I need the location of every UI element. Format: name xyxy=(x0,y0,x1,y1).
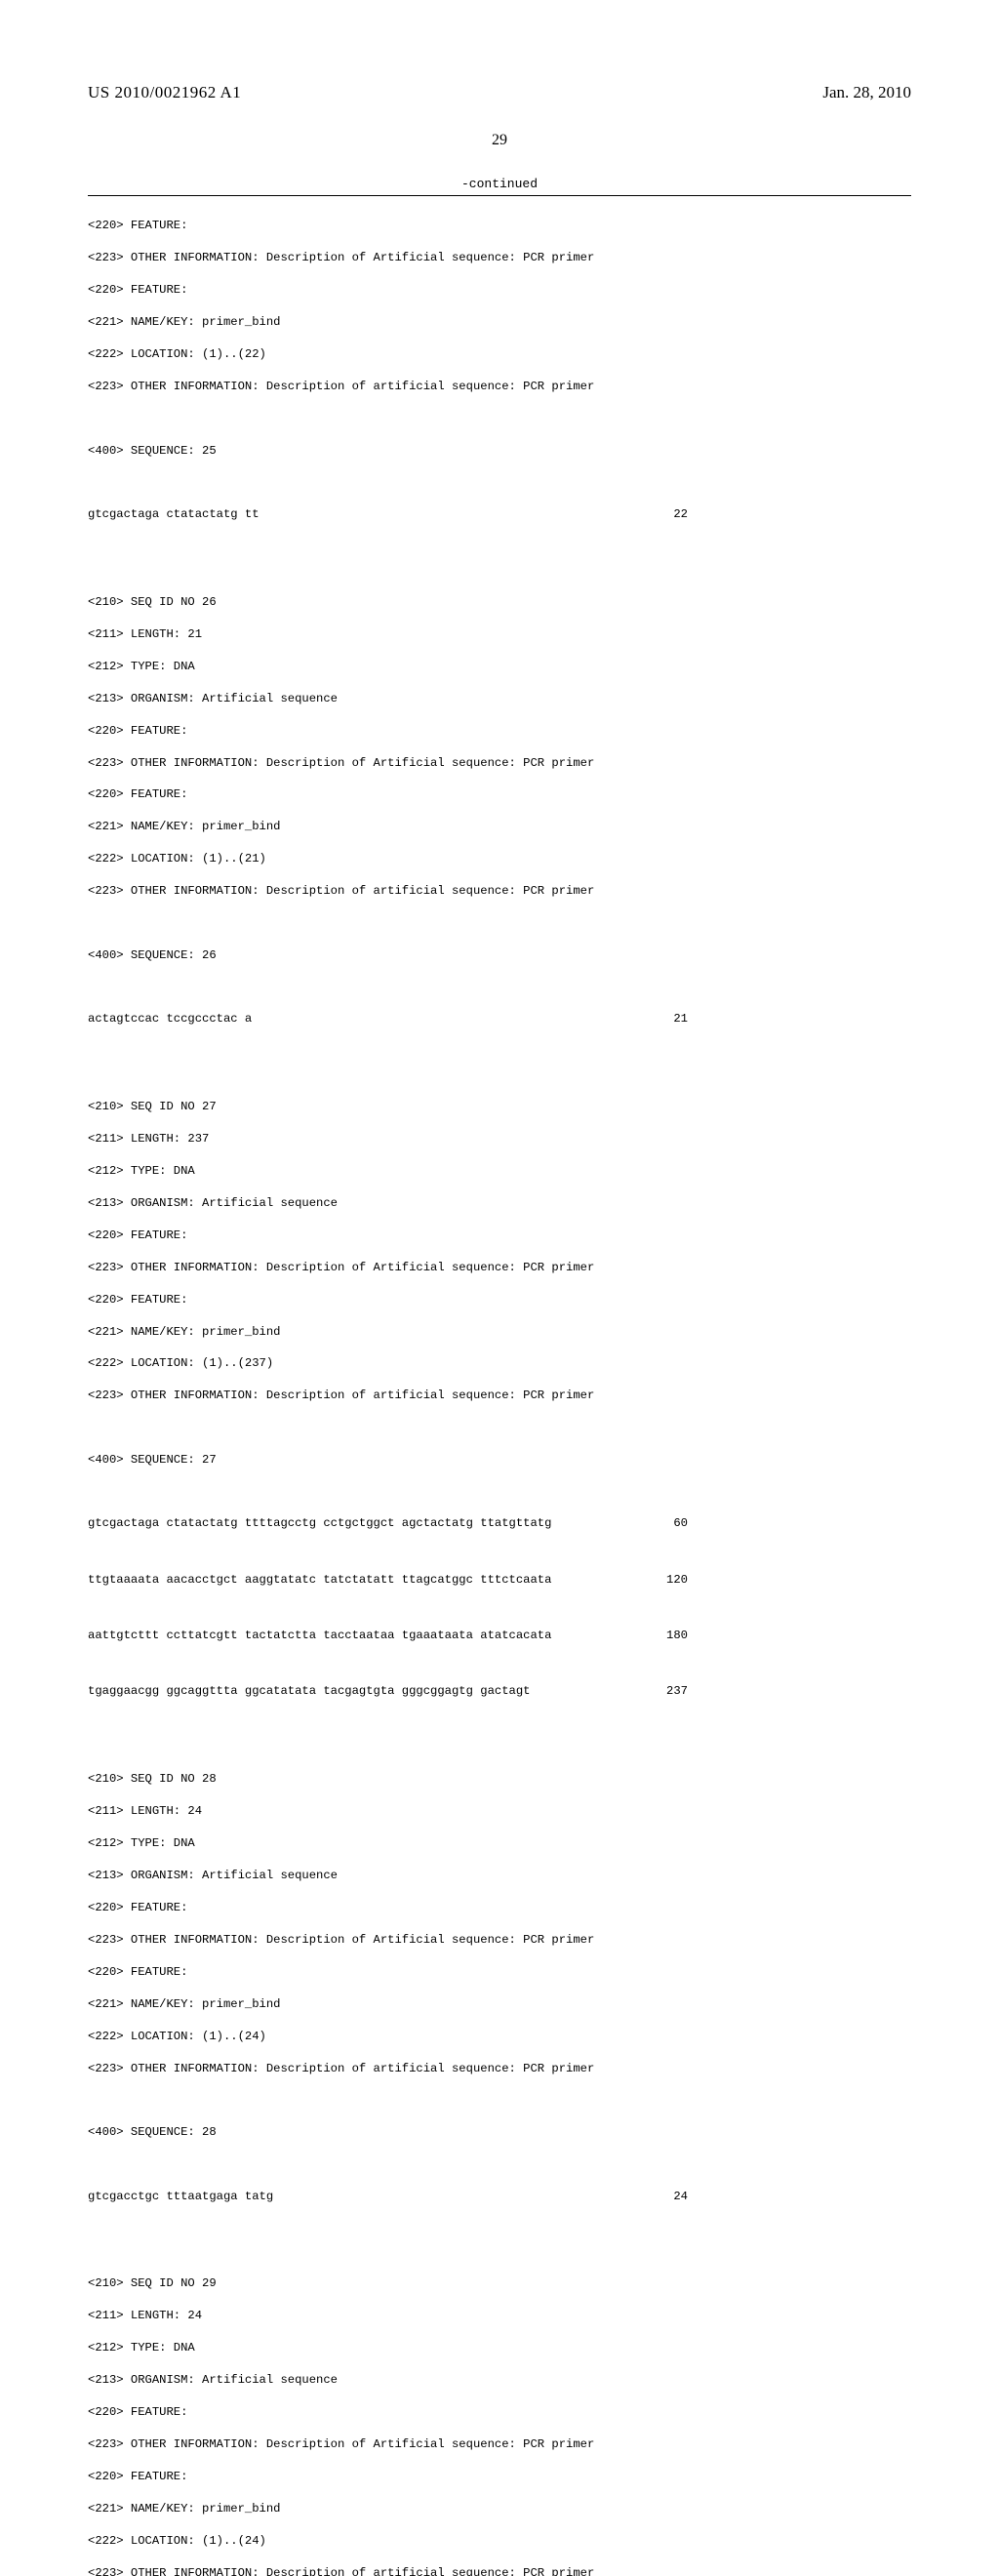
meta-line: <211> LENGTH: 24 xyxy=(88,1803,911,1819)
meta-line: <220> FEATURE: xyxy=(88,218,911,233)
sequence-text: ttgtaaaata aacacctgct aaggtatatc tatctat… xyxy=(88,1572,551,1588)
sequence-position: 120 xyxy=(649,1572,688,1588)
sequence-text: gtcgactaga ctatactatg tt xyxy=(88,506,260,522)
sequence-row: gtcgacctgc tttaatgaga tatg 24 xyxy=(88,2189,688,2204)
meta-line: <213> ORGANISM: Artificial sequence xyxy=(88,1195,911,1211)
meta-line: <220> FEATURE: xyxy=(88,2404,911,2420)
sequence-text: actagtccac tccgccctac a xyxy=(88,1011,252,1026)
meta-line: <212> TYPE: DNA xyxy=(88,659,911,674)
sequence-row: ttgtaaaata aacacctgct aaggtatatc tatctat… xyxy=(88,1572,688,1588)
meta-line: <222> LOCATION: (1)..(24) xyxy=(88,2029,911,2044)
sequence-label: <400> SEQUENCE: 27 xyxy=(88,1452,911,1468)
meta-line: <221> NAME/KEY: primer_bind xyxy=(88,2501,911,2516)
meta-line: <220> FEATURE: xyxy=(88,723,911,739)
meta-line: <213> ORGANISM: Artificial sequence xyxy=(88,2372,911,2388)
sequence-row: actagtccac tccgccctac a 21 xyxy=(88,1011,688,1026)
sequence-row: aattgtcttt ccttatcgtt tactatctta tacctaa… xyxy=(88,1628,688,1643)
publication-date: Jan. 28, 2010 xyxy=(822,83,911,102)
meta-line: <210> SEQ ID NO 26 xyxy=(88,594,911,610)
meta-line: <220> FEATURE: xyxy=(88,1292,911,1308)
sequence-label: <400> SEQUENCE: 26 xyxy=(88,947,911,963)
sequence-label: <400> SEQUENCE: 28 xyxy=(88,2124,911,2140)
sequence-position: 22 xyxy=(649,506,688,522)
meta-line: <220> FEATURE: xyxy=(88,1964,911,1980)
meta-line: <212> TYPE: DNA xyxy=(88,2340,911,2355)
page-header: US 2010/0021962 A1 Jan. 28, 2010 xyxy=(0,0,999,110)
meta-line: <213> ORGANISM: Artificial sequence xyxy=(88,691,911,706)
meta-line: <220> FEATURE: xyxy=(88,1900,911,1915)
meta-line: <223> OTHER INFORMATION: Description of … xyxy=(88,379,911,394)
meta-line: <223> OTHER INFORMATION: Description of … xyxy=(88,1260,911,1275)
meta-line: <223> OTHER INFORMATION: Description of … xyxy=(88,250,911,265)
sequence-row: gtcgactaga ctatactatg ttttagcctg cctgctg… xyxy=(88,1515,688,1531)
meta-line: <222> LOCATION: (1)..(24) xyxy=(88,2533,911,2549)
meta-line: <212> TYPE: DNA xyxy=(88,1163,911,1179)
sequence-text: gtcgacctgc tttaatgaga tatg xyxy=(88,2189,273,2204)
meta-line: <222> LOCATION: (1)..(21) xyxy=(88,851,911,866)
meta-line: <223> OTHER INFORMATION: Description of … xyxy=(88,2565,911,2576)
meta-line: <220> FEATURE: xyxy=(88,282,911,298)
sequence-text: gtcgactaga ctatactatg ttttagcctg cctgctg… xyxy=(88,1515,551,1531)
sequence-position: 237 xyxy=(649,1683,688,1699)
sequence-text: tgaggaacgg ggcaggttta ggcatatata tacgagt… xyxy=(88,1683,530,1699)
sequence-row: tgaggaacgg ggcaggttta ggcatatata tacgagt… xyxy=(88,1683,688,1699)
meta-line: <223> OTHER INFORMATION: Description of … xyxy=(88,883,911,899)
meta-line: <221> NAME/KEY: primer_bind xyxy=(88,819,911,834)
sequence-position: 180 xyxy=(649,1628,688,1643)
meta-line: <223> OTHER INFORMATION: Description of … xyxy=(88,2061,911,2076)
sequence-label: <400> SEQUENCE: 25 xyxy=(88,443,911,459)
sequence-position: 60 xyxy=(649,1515,688,1531)
meta-line: <221> NAME/KEY: primer_bind xyxy=(88,1996,911,2012)
meta-line: <223> OTHER INFORMATION: Description of … xyxy=(88,1932,911,1948)
meta-line: <220> FEATURE: xyxy=(88,786,911,802)
publication-number: US 2010/0021962 A1 xyxy=(88,83,241,102)
sequence-text: aattgtcttt ccttatcgtt tactatctta tacctaa… xyxy=(88,1628,551,1643)
meta-line: <211> LENGTH: 237 xyxy=(88,1131,911,1147)
meta-line: <220> FEATURE: xyxy=(88,1228,911,1243)
meta-line: <212> TYPE: DNA xyxy=(88,1835,911,1851)
meta-line: <221> NAME/KEY: primer_bind xyxy=(88,1324,911,1340)
meta-line: <210> SEQ ID NO 28 xyxy=(88,1771,911,1787)
meta-line: <220> FEATURE: xyxy=(88,2469,911,2484)
continued-label: -continued xyxy=(0,177,999,191)
sequence-listing: <220> FEATURE: <223> OTHER INFORMATION: … xyxy=(0,196,999,2576)
meta-line: <222> LOCATION: (1)..(22) xyxy=(88,346,911,362)
meta-line: <223> OTHER INFORMATION: Description of … xyxy=(88,2436,911,2452)
meta-line: <221> NAME/KEY: primer_bind xyxy=(88,314,911,330)
sequence-position: 24 xyxy=(649,2189,688,2204)
meta-line: <210> SEQ ID NO 27 xyxy=(88,1099,911,1114)
meta-line: <211> LENGTH: 21 xyxy=(88,626,911,642)
meta-line: <222> LOCATION: (1)..(237) xyxy=(88,1355,911,1371)
meta-line: <223> OTHER INFORMATION: Description of … xyxy=(88,755,911,771)
sequence-position: 21 xyxy=(649,1011,688,1026)
meta-line: <223> OTHER INFORMATION: Description of … xyxy=(88,1388,911,1403)
sequence-row: gtcgactaga ctatactatg tt 22 xyxy=(88,506,688,522)
meta-line: <213> ORGANISM: Artificial sequence xyxy=(88,1868,911,1883)
page-number: 29 xyxy=(0,132,999,149)
meta-line: <210> SEQ ID NO 29 xyxy=(88,2275,911,2291)
meta-line: <211> LENGTH: 24 xyxy=(88,2308,911,2323)
